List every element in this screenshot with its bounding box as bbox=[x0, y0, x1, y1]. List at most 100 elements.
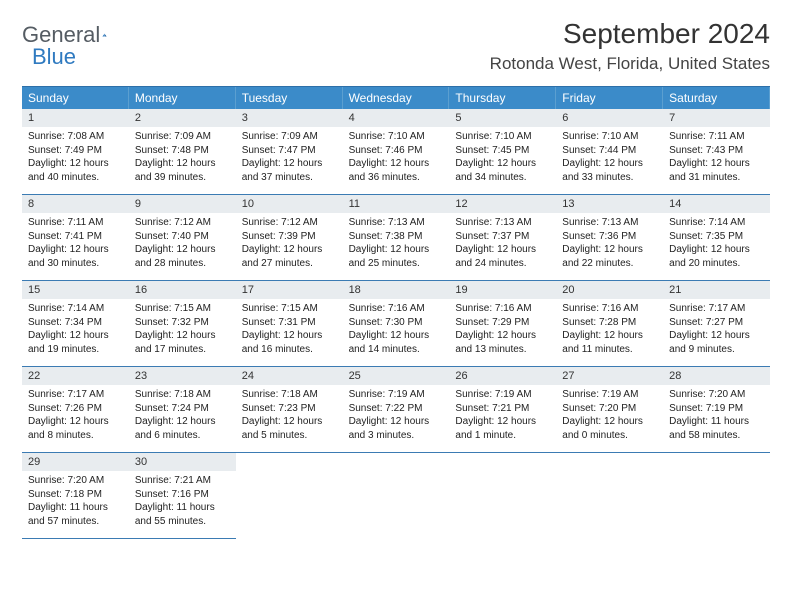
sunset-line: Sunset: 7:30 PM bbox=[349, 316, 444, 330]
sunset-line: Sunset: 7:31 PM bbox=[242, 316, 337, 330]
sunrise-line: Sunrise: 7:20 AM bbox=[28, 474, 123, 488]
sunset-line: Sunset: 7:49 PM bbox=[28, 144, 123, 158]
sunrise-line: Sunrise: 7:10 AM bbox=[455, 130, 550, 144]
day-number: 16 bbox=[129, 281, 236, 299]
sunset-line: Sunset: 7:38 PM bbox=[349, 230, 444, 244]
day-number: 4 bbox=[343, 109, 450, 127]
sunset-line: Sunset: 7:18 PM bbox=[28, 488, 123, 502]
daylight-line: Daylight: 11 hours and 55 minutes. bbox=[135, 501, 230, 528]
day-data: Sunrise: 7:20 AMSunset: 7:19 PMDaylight:… bbox=[663, 385, 770, 448]
day-data: Sunrise: 7:08 AMSunset: 7:49 PMDaylight:… bbox=[22, 127, 129, 190]
dow-header: Friday bbox=[556, 87, 663, 109]
sunset-line: Sunset: 7:19 PM bbox=[669, 402, 764, 416]
day-data: Sunrise: 7:09 AMSunset: 7:48 PMDaylight:… bbox=[129, 127, 236, 190]
sunset-line: Sunset: 7:35 PM bbox=[669, 230, 764, 244]
sunset-line: Sunset: 7:24 PM bbox=[135, 402, 230, 416]
day-data: Sunrise: 7:19 AMSunset: 7:22 PMDaylight:… bbox=[343, 385, 450, 448]
day-data: Sunrise: 7:19 AMSunset: 7:20 PMDaylight:… bbox=[556, 385, 663, 448]
day-number: 10 bbox=[236, 195, 343, 213]
sunrise-line: Sunrise: 7:18 AM bbox=[242, 388, 337, 402]
calendar-cell: 14Sunrise: 7:14 AMSunset: 7:35 PMDayligh… bbox=[663, 195, 770, 281]
day-data: Sunrise: 7:19 AMSunset: 7:21 PMDaylight:… bbox=[449, 385, 556, 448]
sunrise-line: Sunrise: 7:13 AM bbox=[562, 216, 657, 230]
daylight-line: Daylight: 12 hours and 27 minutes. bbox=[242, 243, 337, 270]
dow-header: Monday bbox=[129, 87, 236, 109]
header: General September 2024 Rotonda West, Flo… bbox=[22, 18, 770, 74]
day-number: 30 bbox=[129, 453, 236, 471]
calendar-cell: 7Sunrise: 7:11 AMSunset: 7:43 PMDaylight… bbox=[663, 109, 770, 195]
calendar-cell: 6Sunrise: 7:10 AMSunset: 7:44 PMDaylight… bbox=[556, 109, 663, 195]
sunrise-line: Sunrise: 7:16 AM bbox=[455, 302, 550, 316]
calendar-cell: 13Sunrise: 7:13 AMSunset: 7:36 PMDayligh… bbox=[556, 195, 663, 281]
sunrise-line: Sunrise: 7:21 AM bbox=[135, 474, 230, 488]
calendar-cell: 5Sunrise: 7:10 AMSunset: 7:45 PMDaylight… bbox=[449, 109, 556, 195]
day-number: 22 bbox=[22, 367, 129, 385]
day-data: Sunrise: 7:15 AMSunset: 7:31 PMDaylight:… bbox=[236, 299, 343, 362]
daylight-line: Daylight: 12 hours and 3 minutes. bbox=[349, 415, 444, 442]
sunset-line: Sunset: 7:28 PM bbox=[562, 316, 657, 330]
sunset-line: Sunset: 7:48 PM bbox=[135, 144, 230, 158]
sunrise-line: Sunrise: 7:16 AM bbox=[562, 302, 657, 316]
daylight-line: Daylight: 12 hours and 36 minutes. bbox=[349, 157, 444, 184]
location: Rotonda West, Florida, United States bbox=[490, 54, 770, 74]
daylight-line: Daylight: 12 hours and 25 minutes. bbox=[349, 243, 444, 270]
sunrise-line: Sunrise: 7:12 AM bbox=[135, 216, 230, 230]
sunrise-line: Sunrise: 7:11 AM bbox=[28, 216, 123, 230]
daylight-line: Daylight: 12 hours and 5 minutes. bbox=[242, 415, 337, 442]
day-data: Sunrise: 7:17 AMSunset: 7:27 PMDaylight:… bbox=[663, 299, 770, 362]
daylight-line: Daylight: 12 hours and 31 minutes. bbox=[669, 157, 764, 184]
daylight-line: Daylight: 12 hours and 33 minutes. bbox=[562, 157, 657, 184]
sunrise-line: Sunrise: 7:15 AM bbox=[242, 302, 337, 316]
day-number: 9 bbox=[129, 195, 236, 213]
daylight-line: Daylight: 12 hours and 6 minutes. bbox=[135, 415, 230, 442]
dow-header: Tuesday bbox=[236, 87, 343, 109]
calendar-cell-empty bbox=[663, 453, 770, 539]
day-data: Sunrise: 7:14 AMSunset: 7:34 PMDaylight:… bbox=[22, 299, 129, 362]
day-data: Sunrise: 7:16 AMSunset: 7:28 PMDaylight:… bbox=[556, 299, 663, 362]
sunset-line: Sunset: 7:45 PM bbox=[455, 144, 550, 158]
day-data: Sunrise: 7:10 AMSunset: 7:46 PMDaylight:… bbox=[343, 127, 450, 190]
sunset-line: Sunset: 7:23 PM bbox=[242, 402, 337, 416]
sunset-line: Sunset: 7:26 PM bbox=[28, 402, 123, 416]
title-block: September 2024 Rotonda West, Florida, Un… bbox=[490, 18, 770, 74]
calendar-cell: 16 Sunrise: 7:15 AMSunset: 7:32 PMDayligh… bbox=[129, 281, 236, 367]
logo-sail-icon bbox=[102, 25, 107, 45]
day-number: 20 bbox=[556, 281, 663, 299]
calendar-cell-empty bbox=[556, 453, 663, 539]
sunset-line: Sunset: 7:41 PM bbox=[28, 230, 123, 244]
dow-header: Saturday bbox=[663, 87, 770, 109]
sunset-line: Sunset: 7:20 PM bbox=[562, 402, 657, 416]
calendar-cell: 9Sunrise: 7:12 AMSunset: 7:40 PMDaylight… bbox=[129, 195, 236, 281]
sunset-line: Sunset: 7:32 PM bbox=[135, 316, 230, 330]
sunrise-line: Sunrise: 7:15 AM bbox=[135, 302, 230, 316]
calendar-cell: 30Sunrise: 7:21 AMSunset: 7:16 PMDayligh… bbox=[129, 453, 236, 539]
day-number: 2 bbox=[129, 109, 236, 127]
calendar-cell: 3Sunrise: 7:09 AMSunset: 7:47 PMDaylight… bbox=[236, 109, 343, 195]
sunrise-line: Sunrise: 7:11 AM bbox=[669, 130, 764, 144]
day-data: Sunrise: 7:10 AMSunset: 7:44 PMDaylight:… bbox=[556, 127, 663, 190]
daylight-line: Daylight: 12 hours and 17 minutes. bbox=[135, 329, 230, 356]
dow-header: Sunday bbox=[22, 87, 129, 109]
calendar-cell-empty bbox=[236, 453, 343, 539]
day-number: 15 bbox=[22, 281, 129, 299]
sunrise-line: Sunrise: 7:13 AM bbox=[455, 216, 550, 230]
sunset-line: Sunset: 7:47 PM bbox=[242, 144, 337, 158]
sunrise-line: Sunrise: 7:16 AM bbox=[349, 302, 444, 316]
calendar-cell: 12Sunrise: 7:13 AMSunset: 7:37 PMDayligh… bbox=[449, 195, 556, 281]
sunset-line: Sunset: 7:36 PM bbox=[562, 230, 657, 244]
sunset-line: Sunset: 7:46 PM bbox=[349, 144, 444, 158]
day-data: Sunrise: 7:13 AMSunset: 7:38 PMDaylight:… bbox=[343, 213, 450, 276]
day-data: Sunrise: 7:13 AMSunset: 7:36 PMDaylight:… bbox=[556, 213, 663, 276]
sunrise-line: Sunrise: 7:10 AM bbox=[349, 130, 444, 144]
sunset-line: Sunset: 7:39 PM bbox=[242, 230, 337, 244]
calendar-cell: 4Sunrise: 7:10 AMSunset: 7:46 PMDaylight… bbox=[343, 109, 450, 195]
calendar-cell: 10Sunrise: 7:12 AMSunset: 7:39 PMDayligh… bbox=[236, 195, 343, 281]
daylight-line: Daylight: 12 hours and 19 minutes. bbox=[28, 329, 123, 356]
sunrise-line: Sunrise: 7:14 AM bbox=[28, 302, 123, 316]
dow-header: Thursday bbox=[449, 87, 556, 109]
day-number: 6 bbox=[556, 109, 663, 127]
sunset-line: Sunset: 7:22 PM bbox=[349, 402, 444, 416]
sunset-line: Sunset: 7:34 PM bbox=[28, 316, 123, 330]
sunrise-line: Sunrise: 7:14 AM bbox=[669, 216, 764, 230]
daylight-line: Daylight: 12 hours and 20 minutes. bbox=[669, 243, 764, 270]
